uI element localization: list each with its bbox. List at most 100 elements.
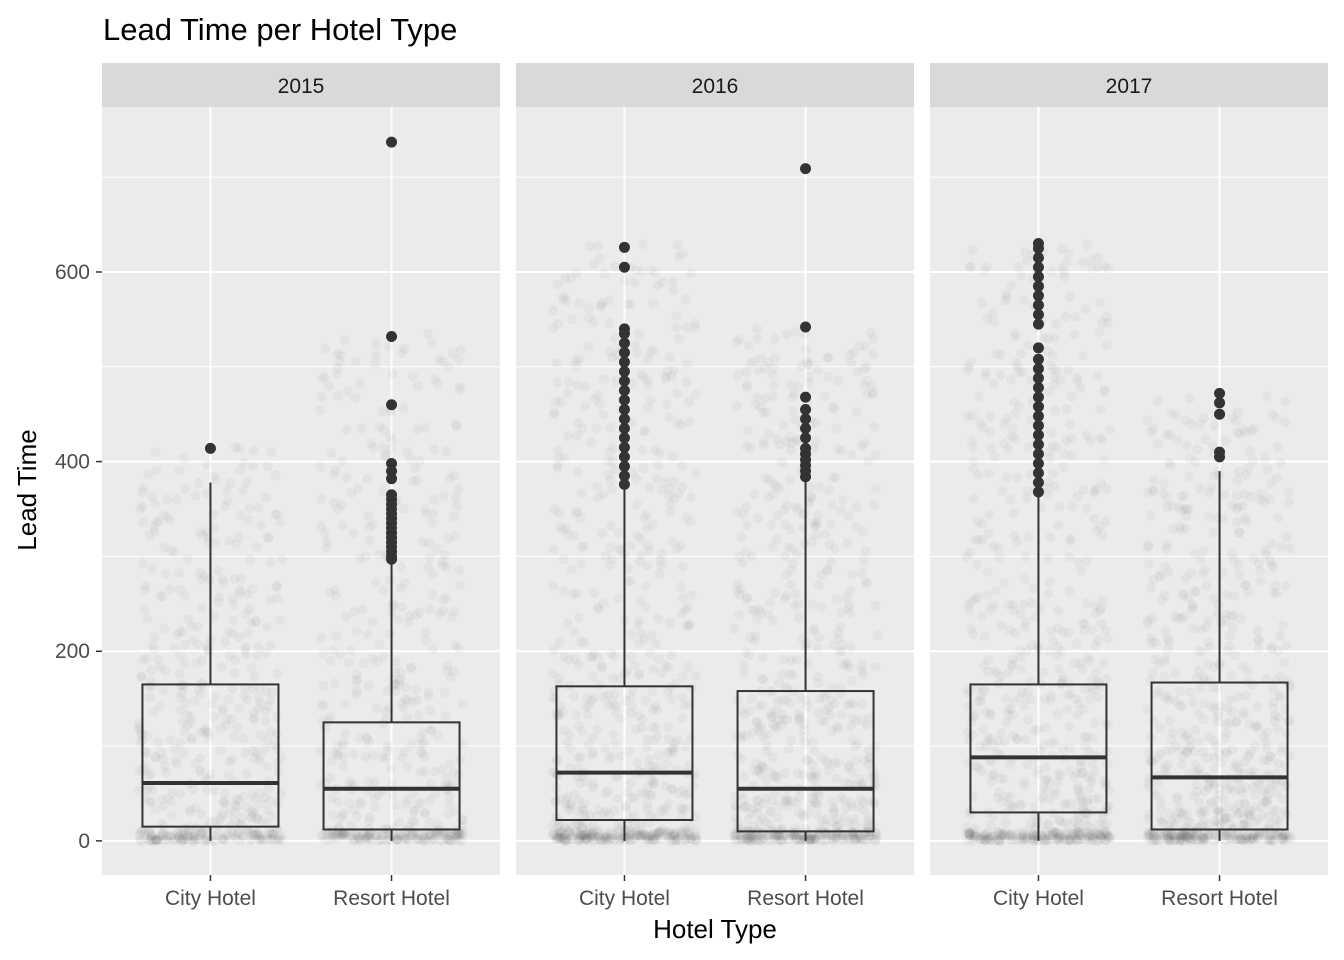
outlier-point [618,451,630,463]
jitter-point [143,828,154,839]
jitter-point [773,835,784,846]
jitter-point [454,829,465,840]
jitter-point [549,409,560,420]
jitter-point [1065,834,1076,845]
jitter-point [1065,534,1076,545]
jitter-point [850,835,861,846]
jitter-point [317,716,328,727]
jitter-point [550,767,561,778]
jitter-point [430,788,441,799]
jitter-point [968,442,979,453]
jitter-point [1043,446,1054,457]
jitter-point [738,771,749,782]
jitter-point [964,806,975,817]
jitter-point [634,670,645,681]
jitter-point [805,833,816,844]
jitter-point [665,498,676,509]
jitter-point [642,522,653,533]
jitter-point [246,835,257,846]
jitter-point [650,831,661,842]
jitter-point [749,356,760,367]
jitter-point [768,362,779,373]
outlier-point [386,489,398,501]
jitter-point [752,333,763,344]
jitter-point [636,722,647,733]
jitter-point [1151,689,1162,700]
jitter-point [247,789,258,800]
jitter-point [405,663,416,674]
jitter-point [741,520,752,531]
jitter-point [1095,404,1106,415]
jitter-point [870,601,881,612]
jitter-point [569,789,580,800]
jitter-point [790,326,801,337]
jitter-point [152,834,163,845]
jitter-point [866,772,877,783]
jitter-point [588,693,599,704]
jitter-point [770,352,781,363]
jitter-point [609,835,620,846]
jitter-point [1157,817,1168,828]
jitter-point [671,543,682,554]
jitter-point [381,706,392,717]
jitter-point [585,241,596,252]
jitter-point [741,501,752,512]
jitter-point [645,395,656,406]
jitter-point [228,829,239,840]
jitter-point [667,743,678,754]
jitter-point [555,831,566,842]
jitter-point [419,808,430,819]
jitter-point [680,822,691,833]
jitter-point [620,825,631,836]
jitter-point [560,799,571,810]
jitter-point [186,717,197,728]
jitter-point [333,750,344,761]
jitter-point [734,589,745,600]
jitter-point [316,831,327,842]
jitter-point [337,456,348,467]
jitter-point [756,353,767,364]
jitter-point [213,597,224,608]
jitter-point [770,334,781,345]
jitter-point [643,833,654,844]
jitter-point [621,695,632,706]
jitter-point [552,377,563,388]
jitter-point [1029,725,1040,736]
outlier-point [1032,467,1044,479]
jitter-point [376,830,387,841]
jitter-point [816,570,827,581]
jitter-point [639,634,650,645]
jitter-point [614,673,625,684]
jitter-point [445,759,456,770]
jitter-point [444,835,455,846]
jitter-point [556,826,567,837]
jitter-point [431,828,442,839]
jitter-point [628,810,639,821]
jitter-point [413,829,424,840]
jitter-point [841,802,852,813]
jitter-point [609,805,620,816]
jitter-point [420,627,431,638]
jitter-point [807,759,818,770]
jitter-point [981,706,992,717]
jitter-point [589,831,600,842]
jitter-point [810,521,821,532]
jitter-point [778,420,789,431]
jitter-point [630,724,641,735]
jitter-point [253,830,264,841]
jitter-point [398,503,409,514]
jitter-point [1052,708,1063,719]
jitter-point [558,291,569,302]
jitter-point [667,784,678,795]
jitter-point [367,653,378,664]
jitter-point [755,835,766,846]
jitter-point [412,798,423,809]
jitter-point [579,798,590,809]
jitter-point [1268,587,1279,598]
jitter-point [1023,715,1034,726]
jitter-point [559,829,570,840]
jitter-point [242,695,253,706]
jitter-point [1044,794,1055,805]
jitter-point [779,768,790,779]
outlier-point [618,460,630,472]
